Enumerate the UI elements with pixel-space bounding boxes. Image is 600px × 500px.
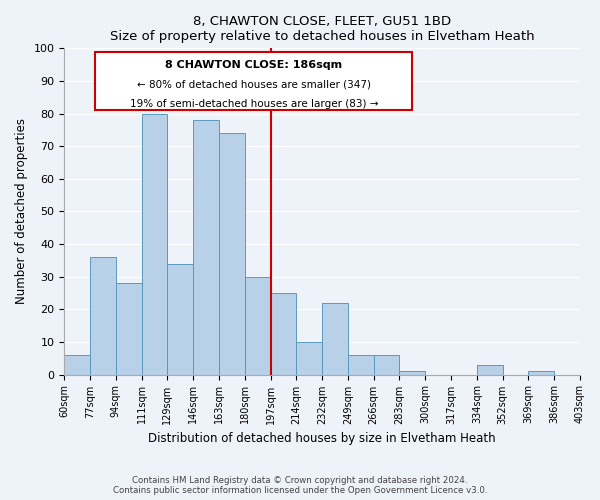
Bar: [348, 355, 374, 374]
Bar: [142, 114, 167, 374]
Bar: [477, 365, 503, 374]
Bar: [271, 293, 296, 374]
Bar: [529, 372, 554, 374]
Bar: [322, 303, 348, 374]
Bar: [64, 355, 90, 374]
Text: Contains HM Land Registry data © Crown copyright and database right 2024.
Contai: Contains HM Land Registry data © Crown c…: [113, 476, 487, 495]
Bar: [167, 264, 193, 374]
FancyBboxPatch shape: [95, 52, 412, 110]
Bar: [219, 133, 245, 374]
Bar: [400, 372, 425, 374]
Bar: [116, 283, 142, 374]
Y-axis label: Number of detached properties: Number of detached properties: [15, 118, 28, 304]
Bar: [296, 342, 322, 374]
Title: 8, CHAWTON CLOSE, FLEET, GU51 1BD
Size of property relative to detached houses i: 8, CHAWTON CLOSE, FLEET, GU51 1BD Size o…: [110, 15, 535, 43]
Bar: [90, 257, 116, 374]
Bar: [374, 355, 400, 374]
X-axis label: Distribution of detached houses by size in Elvetham Heath: Distribution of detached houses by size …: [148, 432, 496, 445]
Bar: [245, 276, 271, 374]
Bar: [193, 120, 219, 374]
Text: 19% of semi-detached houses are larger (83) →: 19% of semi-detached houses are larger (…: [130, 99, 378, 109]
Text: ← 80% of detached houses are smaller (347): ← 80% of detached houses are smaller (34…: [137, 80, 371, 90]
Text: 8 CHAWTON CLOSE: 186sqm: 8 CHAWTON CLOSE: 186sqm: [165, 60, 343, 70]
